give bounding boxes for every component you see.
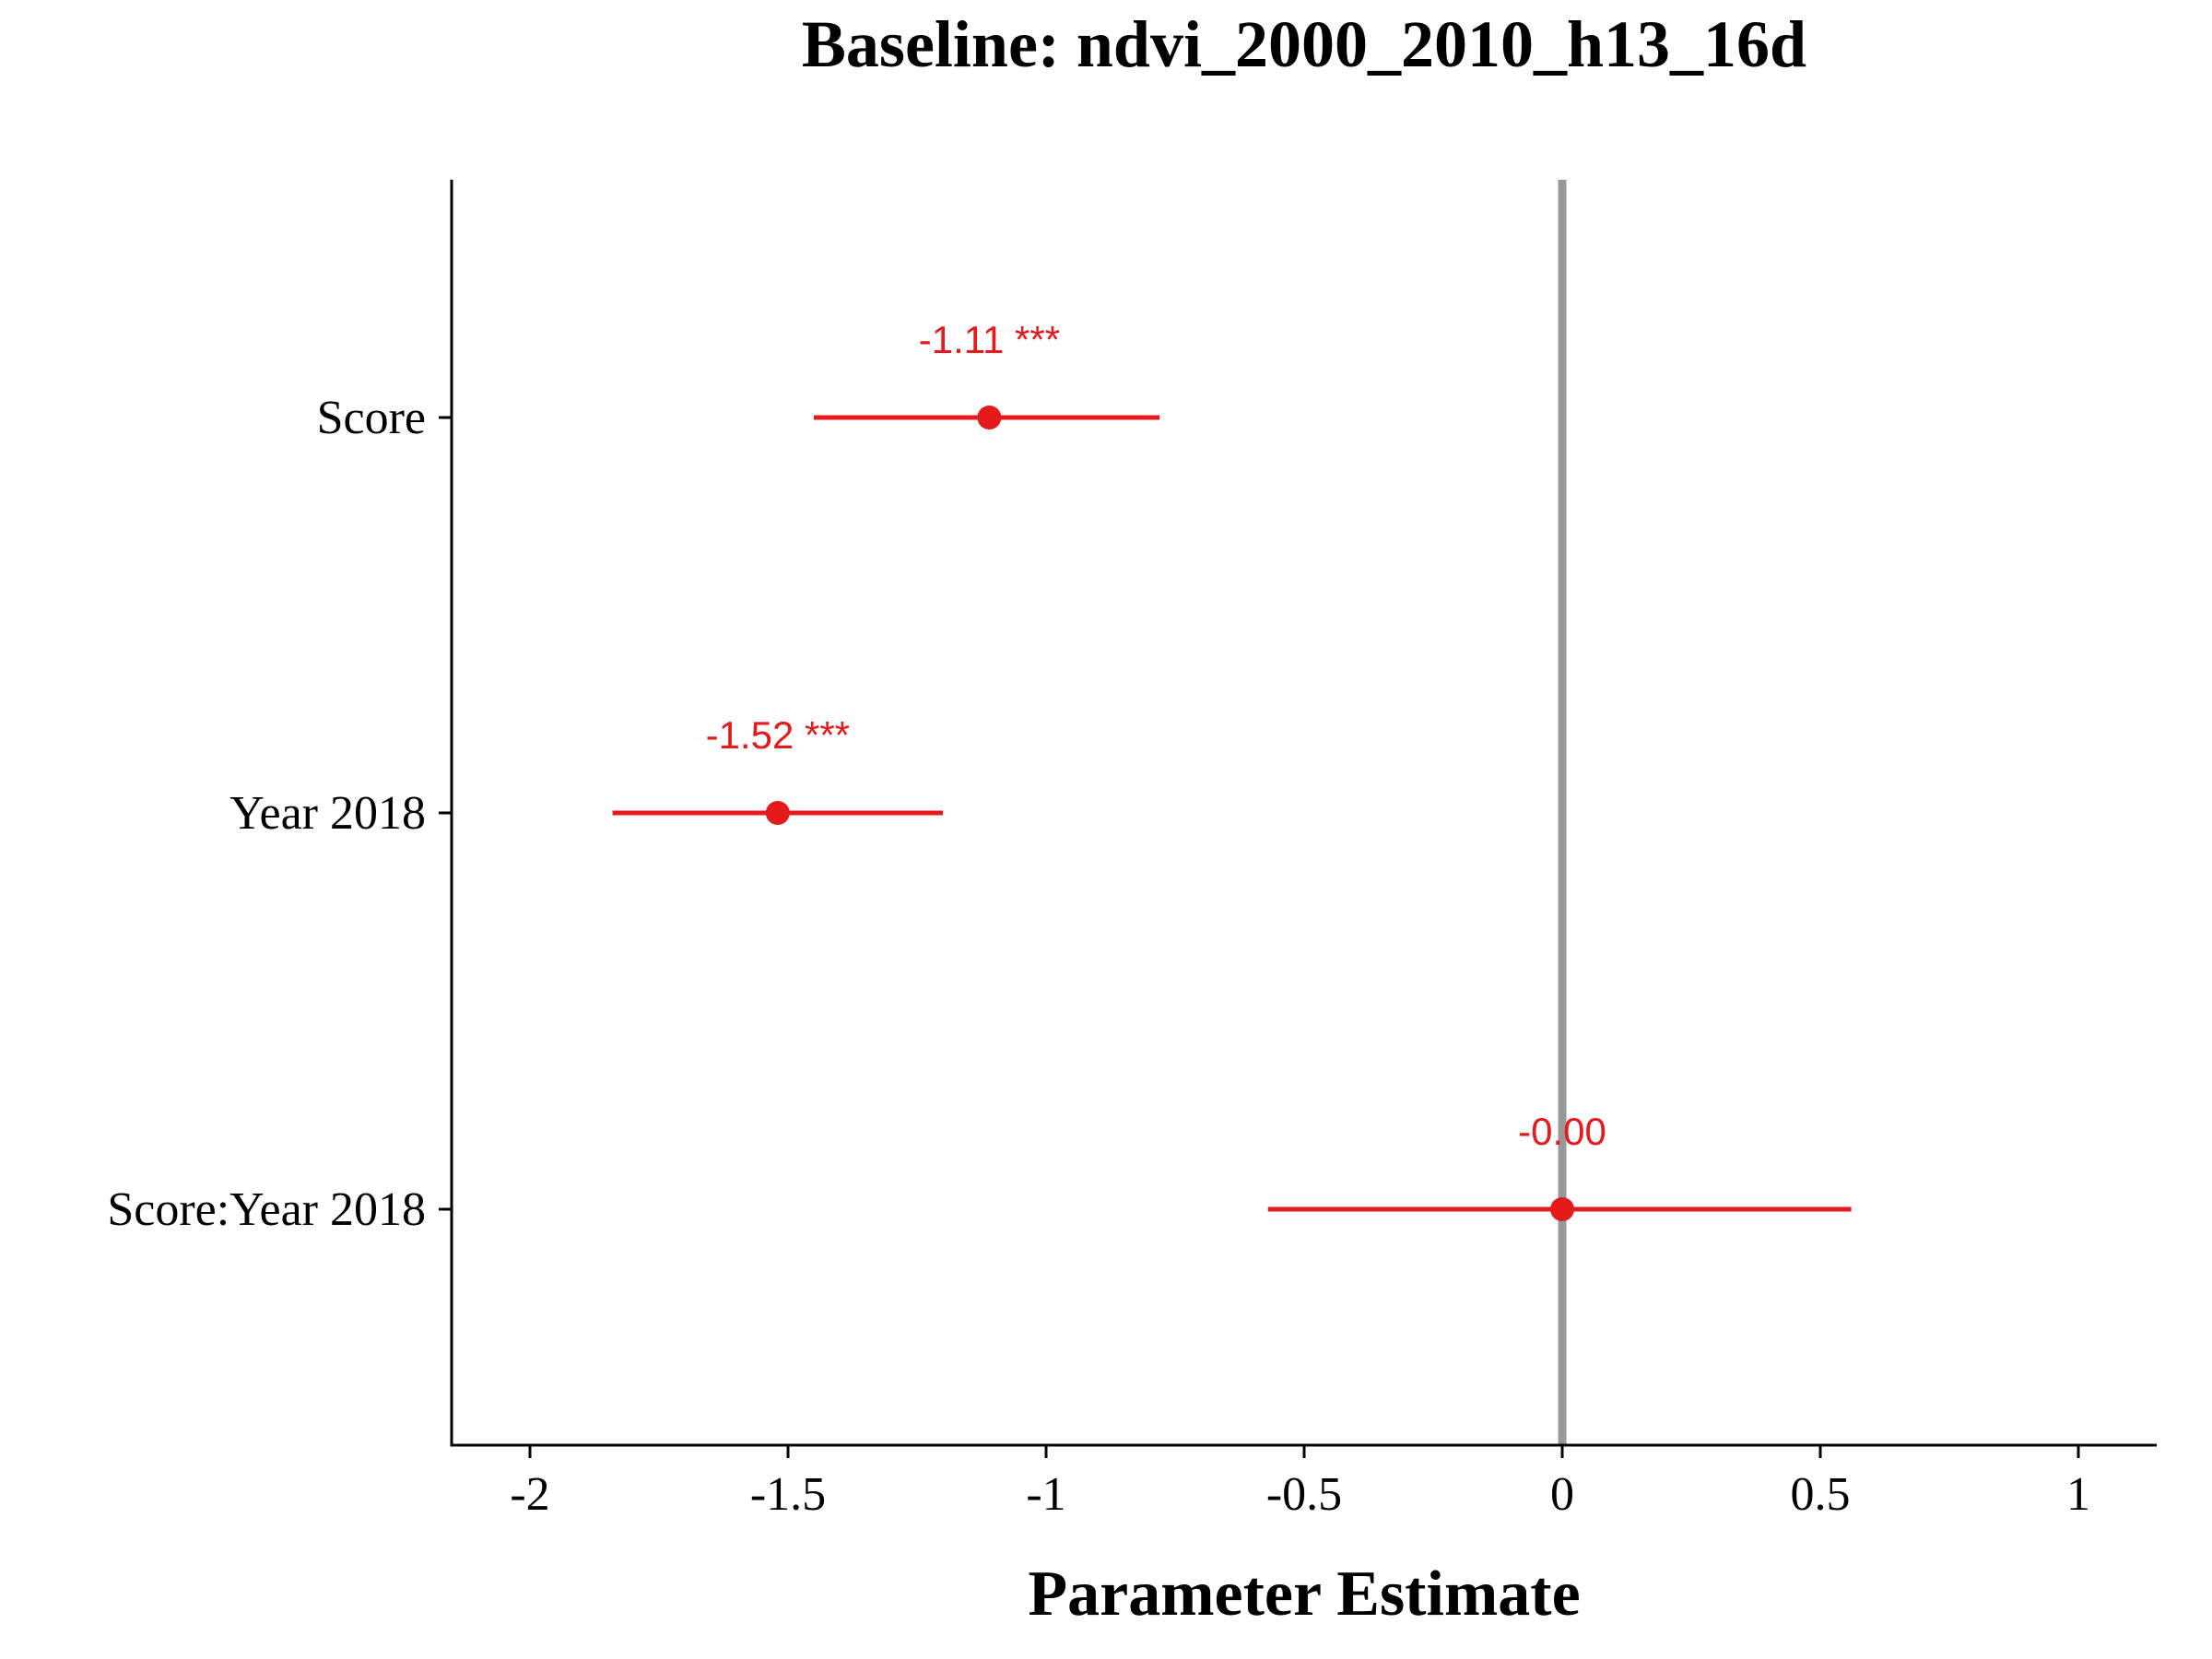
- x-tick-label: -0.5: [1266, 1468, 1342, 1521]
- plot-area: -2 -1.5 -1 -0.5 0 0.5 1 Score -1.11 *** Year 2018…: [107, 180, 2157, 1521]
- data-label: -1.52 ***: [706, 713, 850, 757]
- point-estimate: [977, 406, 1002, 429]
- y-tick-label: Score: [317, 392, 426, 444]
- y-tick-label: Year 2018: [229, 787, 426, 840]
- data-label: -0.00: [1518, 1110, 1606, 1153]
- point-estimate: [1550, 1197, 1574, 1221]
- x-tick-label: -2: [510, 1468, 549, 1521]
- x-tick-label: -1: [1026, 1468, 1065, 1521]
- x-tick-label: 1: [2066, 1468, 2090, 1521]
- x-tick-label: 0.5: [1791, 1468, 1851, 1521]
- point-estimate: [765, 801, 790, 825]
- x-tick-label: 0: [1550, 1468, 1574, 1521]
- data-label: -1.11 ***: [919, 318, 1060, 361]
- x-tick-label: -1.5: [750, 1468, 826, 1521]
- chart-title: Baseline: ndvi_2000_2010_h13_16d: [802, 7, 1806, 81]
- x-axis-title: Parameter Estimate: [1028, 1559, 1580, 1630]
- y-tick-label: Score:Year 2018: [107, 1183, 426, 1236]
